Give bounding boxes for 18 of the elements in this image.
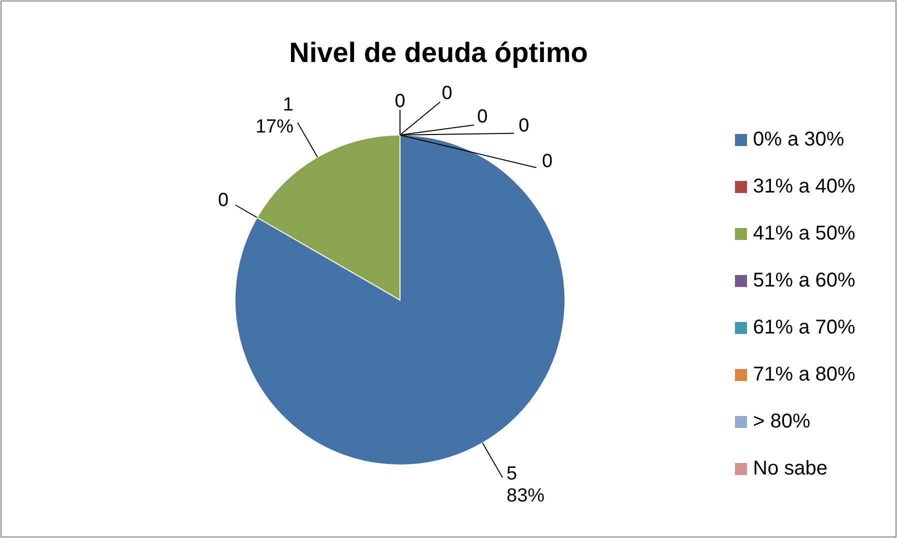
legend-label: 31% a 40% — [753, 175, 856, 198]
data-label: 1 17% — [255, 94, 294, 138]
text: 0 — [442, 83, 452, 104]
text: 0 — [394, 91, 406, 112]
text: 0 — [218, 190, 229, 212]
legend-label: No sabe — [753, 457, 828, 480]
data-label: 5 83% — [506, 463, 545, 506]
chart-title: Nivel de deuda óptimo — [289, 37, 588, 68]
text: 0 — [542, 151, 553, 172]
legend-label: 61% a 70% — [753, 316, 856, 338]
legend-label: 0% a 30% — [753, 128, 844, 150]
text: 0 — [477, 106, 488, 128]
legend-label: 41% a 50% — [753, 222, 856, 244]
legend-label: > 80% — [753, 410, 810, 432]
legend-label: 51% a 60% — [753, 269, 856, 292]
text: 0 — [518, 116, 530, 137]
legend-label: 71% a 80% — [753, 363, 856, 386]
pie-slice — [234, 134, 566, 466]
